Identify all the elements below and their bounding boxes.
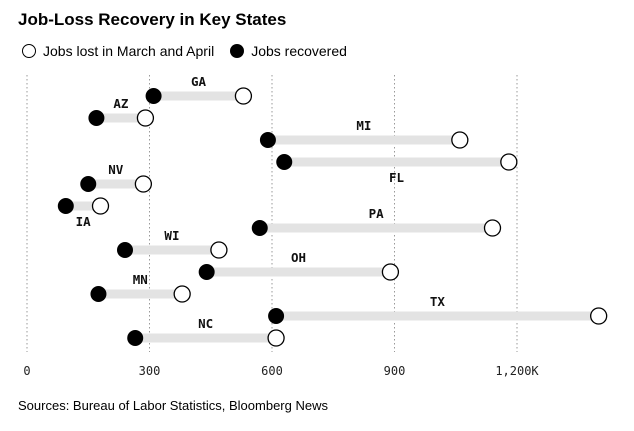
row-nc: NC <box>127 316 285 347</box>
lost-point <box>134 175 153 193</box>
row-fl: FL <box>276 153 518 185</box>
row-nv: NV <box>80 162 153 193</box>
lost-point <box>91 197 110 215</box>
recovered-point <box>145 88 162 104</box>
state-label: TX <box>430 294 446 309</box>
x-tick-label-0: 0 <box>23 364 30 378</box>
chart-rows: GA AZ MI FL NV IA PA WI OH MN TX NC <box>57 74 608 347</box>
row-ga: GA <box>145 74 253 105</box>
legend-item-recovered: Jobs recovered <box>230 43 347 59</box>
row-az: AZ <box>88 96 155 127</box>
recovered-point <box>276 154 293 170</box>
recovered-point <box>80 176 97 192</box>
recovered-point <box>198 264 215 280</box>
row-oh: OH <box>198 250 400 281</box>
recovered-point <box>57 198 74 214</box>
state-label: NV <box>108 162 124 177</box>
state-label: AZ <box>113 96 129 111</box>
row-wi: WI <box>117 228 228 259</box>
lost-point <box>173 285 191 303</box>
state-label: MN <box>133 272 148 287</box>
recovered-point <box>127 330 144 346</box>
lost-point <box>483 219 502 237</box>
state-label: FL <box>389 170 405 185</box>
recovered-point <box>90 286 107 302</box>
row-ia: IA <box>57 197 110 229</box>
state-label: WI <box>164 228 179 243</box>
x-tick-label-300: 300 <box>139 364 161 378</box>
legend-label-recovered: Jobs recovered <box>251 43 347 59</box>
chart-title: Job-Loss Recovery in Key States <box>18 10 287 29</box>
lost-point <box>267 329 285 347</box>
lost-point <box>136 109 155 127</box>
recovered-point <box>117 242 133 258</box>
lost-point <box>451 131 469 149</box>
row-mn: MN <box>90 272 191 303</box>
recovered-point <box>268 308 285 324</box>
legend: Jobs lost in March and April Jobs recove… <box>22 43 363 59</box>
x-tick-label-1200: 1,200K <box>495 364 539 378</box>
legend-item-lost: Jobs lost in March and April <box>22 43 214 59</box>
lost-point <box>500 153 518 171</box>
recovered-point <box>251 220 268 236</box>
state-label: OH <box>291 250 306 265</box>
x-axis-ticks: 0 300 600 900 1,200K <box>23 364 539 378</box>
legend-label-lost: Jobs lost in March and April <box>43 43 215 59</box>
recovered-point <box>88 110 105 126</box>
source-note: Sources: Bureau of Labor Statistics, Blo… <box>18 398 328 413</box>
row-tx: TX <box>268 294 608 325</box>
open-circle-icon <box>22 44 36 58</box>
lost-point <box>210 241 228 259</box>
state-label: NC <box>198 316 213 331</box>
x-tick-label-600: 600 <box>261 364 283 378</box>
recovered-point <box>259 132 276 148</box>
state-label: GA <box>191 74 207 89</box>
lost-point <box>590 307 608 325</box>
lost-point <box>234 87 253 105</box>
lost-point <box>381 263 400 281</box>
state-label: MI <box>356 118 371 133</box>
state-label: IA <box>76 214 92 229</box>
row-mi: MI <box>259 118 469 149</box>
x-tick-label-900: 900 <box>384 364 406 378</box>
row-pa: PA <box>251 206 502 237</box>
state-label: PA <box>369 206 385 221</box>
filled-circle-icon <box>230 44 245 58</box>
